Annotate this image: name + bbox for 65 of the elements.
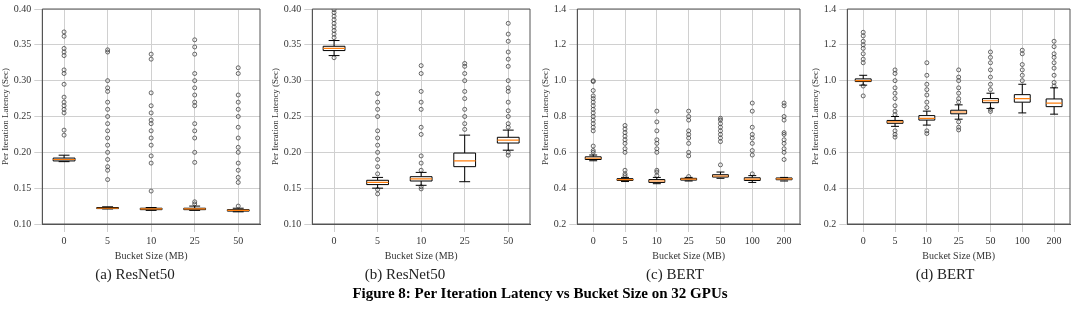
x-tick-label: 5: [622, 234, 628, 246]
y-tick-label: 0.25: [13, 110, 32, 122]
x-axis-title: Bucket Size (MB): [922, 249, 996, 262]
y-tick-label: 1.2: [823, 38, 837, 50]
y-tick-label: 0.2: [553, 217, 567, 229]
y-tick-label: 0.6: [823, 145, 837, 157]
y-tick-label: 0.30: [283, 74, 302, 86]
x-tick-label: 10: [651, 234, 662, 246]
x-tick-label: 5: [892, 234, 898, 246]
text: (c) BERT: [645, 266, 705, 283]
y-tick-label: 0.4: [823, 181, 837, 193]
y-tick-label: 0.35: [283, 38, 302, 50]
x-tick-label: 50: [503, 234, 514, 246]
y-axis-title: Per Iteration Latency (Sec): [539, 67, 550, 166]
text: (a) ResNet50: [94, 266, 176, 283]
y-tick-label: 0.4: [553, 181, 567, 193]
y-tick-label: 0.8: [823, 110, 837, 122]
y-tick-label: 0.35: [13, 38, 32, 50]
x-axis-title: Bucket Size (MB): [652, 249, 726, 262]
text: (b) ResNet50: [363, 266, 447, 283]
y-tick-label: 0.15: [13, 181, 32, 193]
x-tick-label: 50: [985, 234, 996, 246]
y-tick-label: 1.2: [553, 38, 567, 50]
y-tick-label: 1.0: [823, 74, 837, 86]
y-tick-label: 0.2: [823, 217, 837, 229]
text: (d) BERT: [914, 266, 976, 283]
x-tick-label: 200: [1046, 234, 1062, 246]
y-tick-label: 1.4: [553, 2, 567, 14]
x-tick-label: 100: [1014, 234, 1030, 246]
x-tick-label: 10: [146, 234, 157, 246]
x-axis-title: Bucket Size (MB): [114, 249, 188, 262]
x-tick-label: 0: [590, 234, 596, 246]
y-tick-label: 0.40: [13, 2, 32, 14]
y-tick-label: 0.40: [283, 2, 302, 14]
y-tick-label: 0.15: [283, 181, 302, 193]
x-tick-label: 25: [459, 234, 470, 246]
x-tick-label: 200: [776, 234, 792, 246]
x-tick-label: 0: [61, 234, 67, 246]
x-tick-label: 5: [375, 234, 381, 246]
x-axis-title: Bucket Size (MB): [384, 249, 458, 262]
x-tick-label: 10: [416, 234, 427, 246]
x-tick-label: 0: [331, 234, 337, 246]
x-tick-label: 25: [189, 234, 200, 246]
x-tick-label: 50: [233, 234, 244, 246]
y-axis-title: Per Iteration Latency (Sec): [809, 67, 820, 166]
x-tick-label: 25: [683, 234, 694, 246]
y-tick-label: 0.6: [553, 145, 567, 157]
y-tick-label: 0.25: [283, 110, 302, 122]
y-tick-label: 0.20: [13, 145, 32, 157]
y-axis-title: Per Iteration Latency (Sec): [0, 67, 10, 166]
y-axis-title: Per Iteration Latency (Sec): [269, 67, 280, 166]
y-tick-label: 0.8: [553, 110, 567, 122]
y-tick-label: 1.4: [823, 2, 837, 14]
x-tick-label: 10: [921, 234, 932, 246]
x-tick-label: 100: [744, 234, 760, 246]
y-tick-label: 0.20: [283, 145, 302, 157]
x-tick-label: 5: [105, 234, 111, 246]
x-tick-label: 25: [953, 234, 964, 246]
y-tick-label: 1.0: [553, 74, 567, 86]
y-tick-label: 0.10: [13, 217, 32, 229]
y-tick-label: 0.30: [13, 74, 32, 86]
caption: Figure 8: Per Iteration Latency vs Bucket Size on 32 GPUs: [351, 285, 729, 302]
x-tick-label: 50: [715, 234, 726, 246]
x-tick-label: 0: [860, 234, 866, 246]
y-tick-label: 0.10: [283, 217, 302, 229]
